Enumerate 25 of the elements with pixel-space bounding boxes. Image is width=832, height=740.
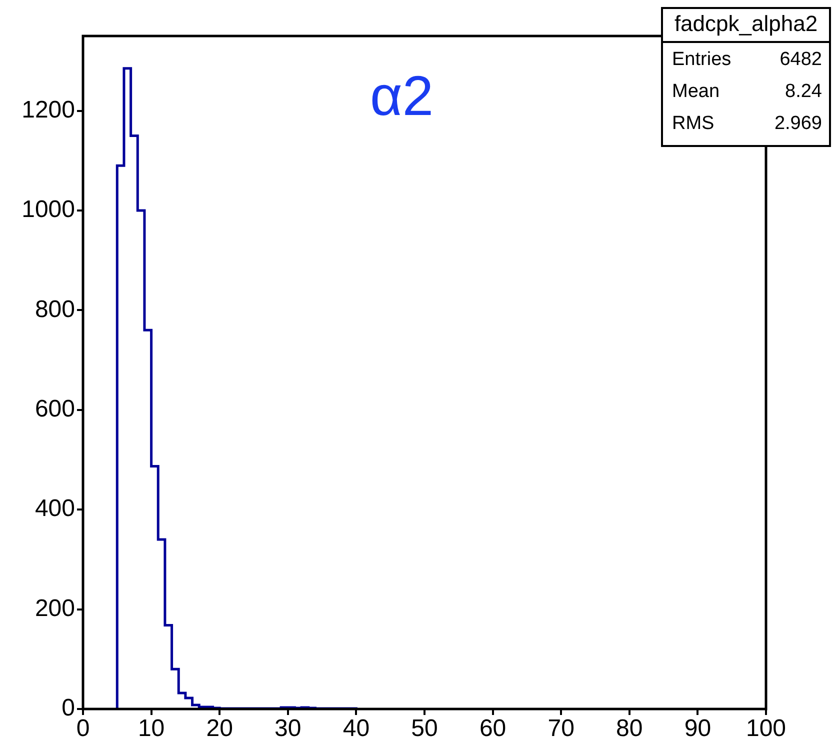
text: 2.969 [774,113,822,134]
x-tick-label: 90 [684,715,712,740]
y-tick-label: 0 [62,694,75,722]
x-tick-label: 40 [342,715,370,740]
annotation: Mean [672,81,720,102]
x-tick-label: 100 [746,715,786,740]
annotation: RMS [672,113,714,134]
y-tick-label: 800 [34,296,75,323]
y-tick-label: 200 [34,594,75,622]
y-tick-label: 1200 [22,96,75,124]
y-tick-label: 600 [34,396,75,423]
annotation: Entries [672,49,732,70]
y-tick-label: 1000 [22,196,75,224]
text: 8.24 [785,81,822,102]
x-tick-label: 50 [411,715,438,740]
x-tick-label: 30 [274,715,302,740]
x-tick-label: 60 [479,715,506,740]
x-tick-label: 70 [548,715,574,740]
annotation: α2 [370,64,434,127]
text: fadcpk_alpha2 [674,11,818,36]
x-tick-label: 80 [616,715,643,740]
y-tick-label: 400 [34,495,75,522]
x-tick-label: 10 [138,715,165,740]
text: 6482 [780,49,822,70]
x-tick-label: 20 [206,715,233,740]
